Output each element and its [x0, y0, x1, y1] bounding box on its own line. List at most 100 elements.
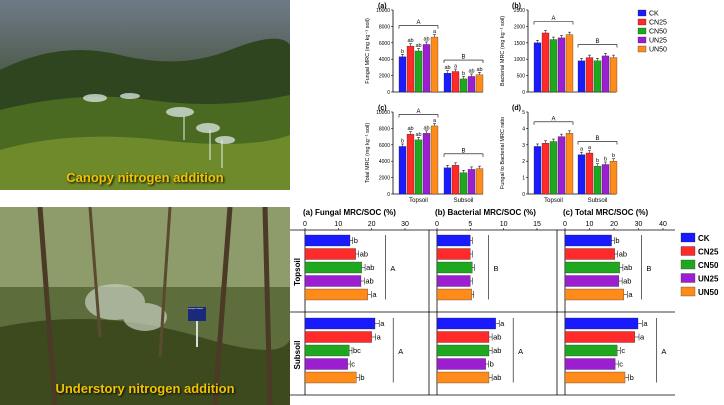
- y-axis-label: Fungal to Bacterial MRC ratio: [500, 117, 506, 189]
- x-tick-label: 20: [610, 221, 618, 228]
- bar: [304, 248, 356, 260]
- legend-swatch: [680, 259, 696, 270]
- group-letter: A: [551, 16, 555, 22]
- x-tick-label: Topsoil: [409, 198, 428, 204]
- significance-letter: a: [580, 147, 584, 153]
- legend-swatch: [637, 36, 647, 44]
- significance-letter: ab: [468, 68, 474, 74]
- legend-swatch: [680, 232, 696, 243]
- x-tick-label: 30: [635, 221, 643, 228]
- y-tick-label: 3: [522, 143, 525, 149]
- bar: [564, 331, 635, 343]
- bar: [398, 146, 407, 195]
- significance-letter: a: [500, 319, 505, 328]
- y-tick-label: 4000: [379, 57, 390, 63]
- y-tick-label: 10000: [376, 110, 390, 116]
- x-tick-label: 10: [334, 221, 342, 228]
- y-axis-label: Bacterial MRC (mg kg⁻¹ soil): [500, 16, 506, 86]
- y-tick-label: 1500: [514, 41, 525, 47]
- bar: [451, 165, 460, 195]
- x-tick-label: 0: [303, 221, 307, 228]
- significance-letter: ab: [415, 132, 421, 138]
- group-letter: A: [518, 347, 523, 356]
- group-letter: B: [595, 136, 599, 142]
- significance-letter: a: [643, 319, 648, 328]
- y-tick-label: 0: [522, 192, 525, 198]
- legend-swatch: [680, 273, 696, 283]
- y-tick-label: 5: [522, 110, 525, 116]
- legend-swatch: [680, 246, 696, 256]
- bar: [436, 288, 472, 301]
- bar: [422, 133, 431, 195]
- bar: [467, 76, 476, 93]
- significance-letter: b: [490, 360, 494, 369]
- significance-letter: ab: [423, 125, 429, 131]
- y-tick-label: 0: [522, 90, 525, 96]
- y-tick-label: 2500: [514, 8, 525, 14]
- bar: [414, 139, 423, 195]
- bar: [564, 234, 612, 247]
- x-tick-label: 40: [659, 221, 667, 228]
- bar: [451, 71, 460, 93]
- bar: [422, 44, 431, 93]
- bar: [549, 141, 558, 195]
- legend-label: CK: [649, 11, 659, 18]
- significance-letter: a: [433, 118, 437, 124]
- legend-swatch: [637, 18, 647, 26]
- x-tick-label: 0: [563, 221, 567, 228]
- x-tick-label: 30: [401, 221, 409, 228]
- bar: [609, 57, 618, 93]
- x-tick-label: Subsoil: [454, 198, 474, 204]
- bar: [304, 261, 362, 274]
- legend-label: CN25: [649, 20, 667, 27]
- bar: [533, 42, 542, 93]
- significance-letter: a: [372, 290, 377, 299]
- bar: [564, 288, 624, 301]
- bar: [436, 358, 486, 370]
- bar: [601, 55, 610, 93]
- significance-letter: a: [380, 319, 385, 328]
- legend-label: CN50: [649, 29, 667, 36]
- y-tick-label: 4000: [379, 159, 390, 165]
- legend-swatch: [637, 9, 647, 17]
- x-tick-label: Subsoil: [588, 198, 608, 204]
- significance-letter: ab: [360, 250, 368, 259]
- bar: [443, 72, 452, 93]
- significance-letter: a: [377, 333, 382, 342]
- bar: [557, 136, 566, 195]
- bar: [467, 169, 476, 195]
- panel-label: (a) Fungal MRC/SOC (%): [303, 208, 396, 217]
- significance-letter: ab: [619, 250, 627, 259]
- bar: [436, 234, 471, 247]
- significance-letter: b: [612, 153, 615, 159]
- bar: [557, 37, 566, 93]
- understory-caption: Understory nitrogen addition: [55, 381, 235, 396]
- bar: [436, 317, 496, 330]
- bar: [601, 164, 610, 195]
- group-letter: B: [493, 264, 498, 273]
- significance-letter: ab: [407, 126, 413, 132]
- legend-label: CK: [698, 234, 710, 243]
- bar: [593, 165, 602, 195]
- bar: [577, 60, 586, 93]
- y-tick-label: 500: [517, 74, 526, 80]
- legend-label: UN50: [649, 47, 667, 54]
- significance-letter: b: [596, 158, 599, 164]
- legend-label: UN25: [649, 38, 667, 45]
- bar: [577, 154, 586, 195]
- y-tick-label: 2000: [379, 176, 390, 182]
- significance-letter: ab: [623, 277, 631, 286]
- group-letter: B: [461, 55, 465, 61]
- x-tick-label: Topsoil: [544, 198, 563, 204]
- significance-letter: ab: [366, 263, 374, 272]
- group-letter: A: [398, 347, 403, 356]
- y-tick-label: 6000: [379, 143, 390, 149]
- row-label: Subsoil: [293, 341, 302, 370]
- canopy-photo: [0, 0, 290, 190]
- bar: [565, 133, 574, 195]
- significance-letter: b: [615, 236, 619, 245]
- bar: [406, 45, 415, 93]
- bar: [609, 161, 618, 195]
- bar: [436, 371, 490, 384]
- y-axis-label: Total MRC (mg kg⁻¹ soil): [365, 123, 371, 184]
